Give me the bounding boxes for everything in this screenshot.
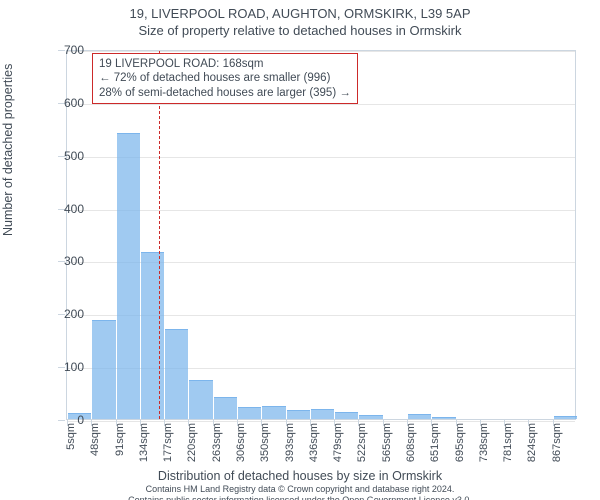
- histogram-bar: [189, 380, 212, 419]
- histogram-bar: [117, 133, 140, 419]
- footer-line-2: Contains public sector information licen…: [0, 495, 600, 500]
- x-tick-label: 5sqm: [65, 423, 77, 450]
- annotation-line-3: 28% of semi-detached houses are larger (…: [99, 86, 351, 100]
- histogram-bar: [92, 320, 115, 419]
- bars-group: [67, 51, 575, 419]
- histogram-bar: [432, 417, 455, 419]
- histogram-bar: [311, 409, 334, 420]
- footer: Contains HM Land Registry data © Crown c…: [0, 484, 600, 500]
- x-tick-label: 177sqm: [162, 423, 174, 462]
- y-tick-label: 400: [44, 202, 84, 216]
- histogram-bar: [287, 410, 310, 419]
- y-axis-label: Number of detached properties: [1, 64, 15, 236]
- annotation-line-1: 19 LIVERPOOL ROAD: 168sqm: [99, 57, 351, 71]
- x-tick-label: 738sqm: [478, 423, 490, 462]
- histogram-bar: [141, 252, 164, 420]
- x-tick-label: 306sqm: [235, 423, 247, 462]
- y-tick-label: 200: [44, 307, 84, 321]
- x-tick-label: 134sqm: [138, 423, 150, 462]
- histogram-bar: [554, 416, 577, 419]
- y-tick-label: 700: [44, 43, 84, 57]
- gridline: [67, 421, 575, 422]
- x-tick-label: 48sqm: [89, 423, 101, 456]
- x-tick-label: 350sqm: [259, 423, 271, 462]
- x-tick-label: 565sqm: [381, 423, 393, 462]
- x-tick-label: 263sqm: [211, 423, 223, 462]
- y-tick-label: 600: [44, 96, 84, 110]
- histogram-bar: [408, 414, 431, 419]
- x-tick-label: 824sqm: [526, 423, 538, 462]
- x-tick-label: 651sqm: [429, 423, 441, 462]
- histogram-bar: [262, 406, 285, 419]
- plot-background: 5sqm48sqm91sqm134sqm177sqm220sqm263sqm30…: [66, 50, 576, 420]
- page-title-line-1: 19, LIVERPOOL ROAD, AUGHTON, ORMSKIRK, L…: [0, 6, 600, 21]
- y-tick-label: 500: [44, 149, 84, 163]
- x-tick-label: 220sqm: [186, 423, 198, 462]
- histogram-bar: [165, 329, 188, 419]
- histogram-bar: [214, 397, 237, 419]
- x-tick-label: 436sqm: [308, 423, 320, 462]
- x-tick-label: 522sqm: [356, 423, 368, 462]
- histogram-bar: [238, 407, 261, 419]
- x-tick-label: 867sqm: [551, 423, 563, 462]
- x-tick-label: 781sqm: [502, 423, 514, 462]
- x-tick-label: 91sqm: [114, 423, 126, 456]
- annotation-line-2: ← 72% of detached houses are smaller (99…: [99, 71, 351, 85]
- x-tick-label: 393sqm: [284, 423, 296, 462]
- x-axis-label: Distribution of detached houses by size …: [0, 469, 600, 483]
- annotation-box: 19 LIVERPOOL ROAD: 168sqm ← 72% of detac…: [92, 53, 358, 104]
- x-tick-label: 608sqm: [405, 423, 417, 462]
- y-tick-label: 100: [44, 360, 84, 374]
- y-tick-label: 0: [44, 413, 84, 427]
- footer-line-1: Contains HM Land Registry data © Crown c…: [0, 484, 600, 494]
- histogram-chart: 5sqm48sqm91sqm134sqm177sqm220sqm263sqm30…: [66, 50, 576, 420]
- page-title-line-2: Size of property relative to detached ho…: [0, 23, 600, 38]
- histogram-bar: [335, 412, 358, 419]
- histogram-bar: [359, 415, 382, 419]
- x-tick-label: 695sqm: [454, 423, 466, 462]
- y-tick-label: 300: [44, 254, 84, 268]
- marker-line: [159, 51, 160, 419]
- x-tick-label: 479sqm: [332, 423, 344, 462]
